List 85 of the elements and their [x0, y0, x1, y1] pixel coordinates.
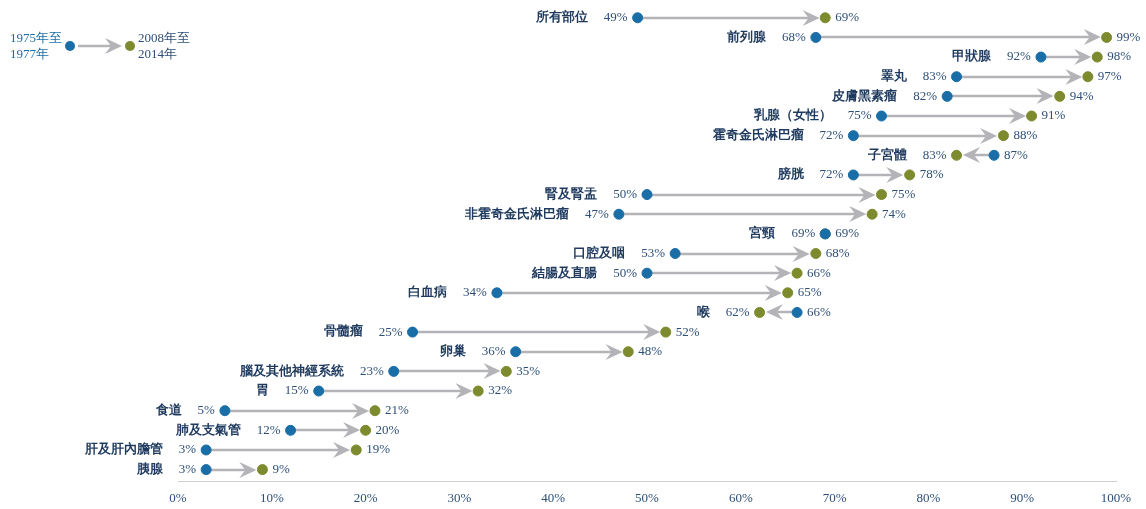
data-label: 91% — [1041, 107, 1066, 123]
y-tick-label: 膀胱 — [776, 166, 805, 182]
data-label: 53% — [641, 244, 666, 260]
y-tick-label: 子宮體 — [866, 146, 907, 162]
x-tick-label: 30% — [447, 489, 472, 505]
data-label: 32% — [488, 382, 513, 398]
y-tick-label: 宮頸 — [749, 225, 776, 241]
data-label: 35% — [516, 362, 541, 378]
y-tick-label: 前列腺 — [726, 28, 768, 44]
y-tick-label: 食道 — [154, 402, 183, 418]
data-label: 75% — [891, 186, 916, 202]
data-label: 12% — [256, 421, 281, 437]
data-label: 52% — [675, 323, 700, 339]
data-label: 75% — [847, 107, 872, 123]
data-label: 34% — [463, 284, 488, 300]
x-tick-label: 10% — [259, 489, 284, 505]
y-tick-label: 皮膚黑素瘤 — [831, 87, 898, 103]
data-label: 65% — [797, 284, 822, 300]
data-label: 50% — [613, 264, 638, 280]
legend-label: 2008年至2014年 — [138, 30, 190, 62]
x-tick-label: 40% — [541, 489, 566, 505]
x-tick-label: 50% — [635, 489, 660, 505]
data-label: 23% — [359, 362, 384, 378]
x-tick-label: 100% — [1100, 489, 1132, 505]
y-tick-label: 喉 — [696, 303, 711, 319]
y-tick-label: 結腸及直腸 — [531, 264, 598, 280]
data-label: 87% — [1004, 146, 1029, 162]
text: 1975年至1977年 — [10, 30, 62, 62]
data-label: 99% — [1116, 28, 1141, 44]
data-label: 20% — [375, 421, 400, 437]
y-tick-label: 所有部位 — [534, 9, 588, 25]
data-label: 92% — [1007, 48, 1032, 64]
data-label: 97% — [1097, 68, 1122, 84]
data-label: 78% — [919, 166, 944, 182]
data-label: 3% — [178, 441, 197, 457]
y-tick-label: 卵巢 — [438, 343, 466, 359]
data-label: 98% — [1107, 48, 1132, 64]
data-label: 15% — [284, 382, 309, 398]
data-label: 94% — [1069, 87, 1094, 103]
data-label: 47% — [585, 205, 610, 221]
y-tick-label: 胰腺 — [135, 460, 164, 476]
y-tick-label: 霍奇金氏淋巴瘤 — [711, 127, 804, 143]
y-tick-label: 胃 — [255, 382, 269, 398]
y-tick-label: 乳腺（女性） — [752, 107, 832, 123]
data-label: 74% — [882, 205, 907, 221]
data-label: 72% — [819, 127, 844, 143]
data-label: 69% — [791, 225, 816, 241]
data-label: 83% — [922, 146, 947, 162]
y-tick-label: 甲狀腺 — [952, 48, 993, 64]
data-label: 66% — [807, 264, 832, 280]
y-tick-label: 睪丸 — [879, 68, 908, 84]
data-label: 68% — [825, 244, 850, 260]
data-label: 68% — [782, 28, 806, 44]
y-tick-label: 非霍奇金氏淋巴瘤 — [464, 205, 570, 221]
y-tick-label: 口腔及咽 — [573, 244, 626, 260]
y-tick-label: 腎及腎盂 — [545, 185, 598, 201]
y-tick-label: 肺及支氣管 — [174, 421, 241, 437]
y-tick-label: 白血病 — [408, 284, 448, 300]
y-tick-label: 腦及其他神經系統 — [238, 362, 344, 378]
data-label: 62% — [725, 303, 750, 319]
data-label: 72% — [819, 166, 844, 182]
data-label: 5% — [197, 402, 216, 418]
data-label: 48% — [638, 343, 663, 359]
x-tick-label: 0% — [169, 489, 187, 505]
data-label: 21% — [384, 402, 409, 418]
data-label: 25% — [378, 323, 403, 339]
data-label: 66% — [807, 303, 832, 319]
data-label: 83% — [922, 68, 947, 84]
data-label: 88% — [1013, 127, 1038, 143]
data-label: 82% — [913, 87, 938, 103]
y-tick-label: 肝及肝內膽管 — [83, 441, 163, 457]
data-label: 9% — [272, 461, 290, 477]
data-label: 3% — [178, 461, 197, 477]
x-tick-label: 70% — [822, 489, 847, 505]
data-label: 36% — [481, 343, 506, 359]
data-label: 69% — [835, 225, 860, 241]
data-label: 69% — [835, 9, 860, 25]
x-tick-label: 90% — [1010, 489, 1035, 505]
data-label: 50% — [613, 186, 638, 202]
x-tick-label: 20% — [353, 489, 378, 505]
x-tick-label: 60% — [728, 489, 753, 505]
data-label: 19% — [366, 441, 391, 457]
data-label: 49% — [603, 9, 628, 25]
x-tick-label: 80% — [916, 489, 941, 505]
y-tick-label: 骨髓瘤 — [323, 323, 363, 339]
